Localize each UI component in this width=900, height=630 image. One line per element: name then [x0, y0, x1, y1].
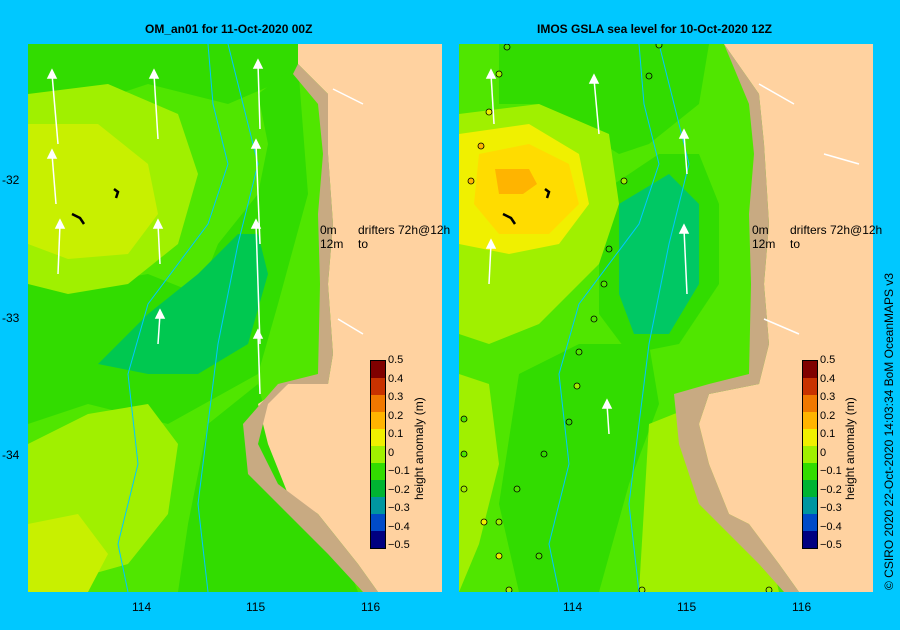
colorbar-swatch: [803, 429, 817, 446]
left-legend-line2-left: 12m: [320, 237, 344, 251]
colorbar-label: −0.2: [820, 483, 842, 496]
colorbar-swatch: [803, 446, 817, 463]
left-legend-line2-right: to: [358, 237, 369, 251]
colorbar-label: −0.1: [820, 465, 842, 477]
left-map: [28, 44, 442, 592]
colorbar-swatch: [803, 395, 817, 412]
colorbar-label: 0.3: [388, 391, 404, 403]
colorbar-swatch: [371, 412, 385, 429]
y-tick-33: -33: [2, 311, 20, 325]
colorbar-label: −0.3: [820, 502, 842, 514]
colorbar-label: 0.2: [820, 409, 836, 422]
colorbar-swatch: [371, 463, 385, 480]
colorbar-label: −0.4: [820, 520, 842, 533]
colorbar-label: −0.5: [820, 539, 842, 551]
colorbar-swatch: [803, 378, 817, 395]
colorbar-label: 0.2: [388, 409, 404, 422]
colorbar-swatch: [803, 514, 817, 531]
y-tick-34: -34: [2, 448, 20, 462]
left-panel-title: OM_an01 for 11-Oct-2020 00Z: [145, 22, 313, 36]
right-x-tick-114: 114: [563, 600, 583, 614]
colorbar-swatch: [803, 497, 817, 514]
right-legend-line1-left: 0m: [752, 223, 769, 237]
colorbar-label: 0.4: [388, 372, 404, 385]
colorbar-label: −0.4: [388, 520, 410, 533]
left-x-tick-116: 116: [361, 600, 381, 614]
right-legend-line2-left: 12m: [752, 237, 776, 251]
colorbar-label: 0: [820, 446, 827, 459]
colorbar-label: −0.1: [388, 465, 410, 477]
colorbar-label: −0.5: [388, 539, 410, 551]
right-x-tick-115: 115: [677, 600, 697, 614]
colorbar-label: −0.3: [388, 502, 410, 514]
colorbar-swatch: [371, 361, 385, 378]
colorbar-swatch: [371, 480, 385, 497]
colorbar-label: −0.2: [388, 483, 410, 496]
colorbar-swatch: [371, 514, 385, 531]
colorbar-label: 0.3: [820, 391, 836, 403]
left-x-tick-115: 115: [246, 600, 266, 614]
colorbar-swatch: [371, 497, 385, 514]
colorbar-label: 0.5: [820, 354, 836, 366]
colorbar-swatch: [371, 531, 385, 548]
colorbar-swatch: [371, 446, 385, 463]
colorbar-label: 0.1: [388, 428, 404, 440]
colorbar-swatch: [803, 480, 817, 497]
left-legend-line1-right: drifters 72h@12h: [358, 223, 451, 237]
right-panel-title: IMOS GSLA sea level for 10-Oct-2020 12Z: [537, 22, 772, 36]
colorbar-label: 0.1: [820, 428, 836, 440]
colorbar-swatch: [803, 463, 817, 480]
right-x-tick-116: 116: [792, 600, 812, 614]
right-legend-line1-right: drifters 72h@12h: [790, 223, 883, 237]
colorbar-swatch: [803, 361, 817, 378]
left-colorbar-title: height anomaly (m): [412, 397, 426, 500]
colorbar-swatch: [371, 395, 385, 412]
left-colorbar: [370, 360, 386, 549]
right-colorbar: [802, 360, 818, 549]
colorbar-label: 0.4: [820, 372, 836, 385]
colorbar-swatch: [803, 412, 817, 429]
credit-text: © CSIRO 2020 22-Oct-2020 14:03:34 BoM Oc…: [882, 272, 896, 590]
colorbar-swatch: [371, 429, 385, 446]
colorbar-swatch: [803, 531, 817, 548]
colorbar-label: 0.5: [388, 354, 404, 366]
left-legend-line1-left: 0m: [320, 223, 337, 237]
right-colorbar-title: height anomaly (m): [843, 397, 857, 500]
y-tick-32: -32: [2, 173, 20, 187]
right-legend-line2-right: to: [790, 237, 801, 251]
colorbar-label: 0: [388, 446, 395, 459]
colorbar-swatch: [371, 378, 385, 395]
left-x-tick-114: 114: [132, 600, 152, 614]
